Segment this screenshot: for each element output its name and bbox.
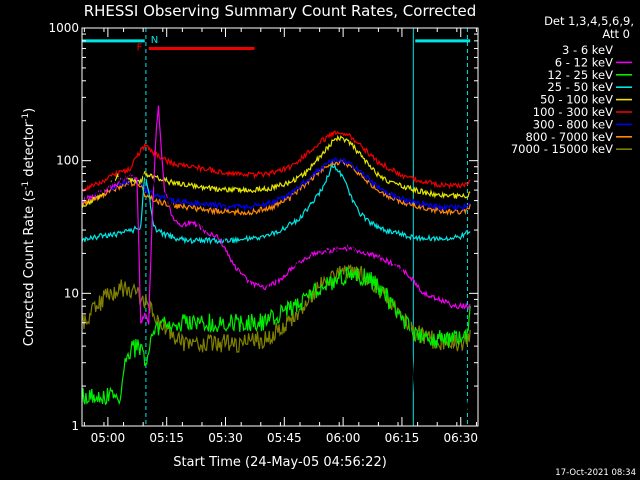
footer-timestamp: 17-Oct-2021 08:34 [555,468,636,478]
x-tick-label: 06:15 [385,431,420,445]
legend-entry-800-7000-kev: 800 - 7000 keV [525,130,613,144]
series-line-6-12-kev [81,105,471,325]
y-axis-label-mid: detector [22,121,37,181]
legend-entry-50-100-kev: 50 - 100 keV [540,93,613,107]
legend-entry-12-25-kev: 12 - 25 keV [547,68,613,82]
legend-header-attenuator: Att 0 [602,27,630,41]
attenuator-label-n: N [151,35,158,46]
x-tick-label: 05:15 [149,431,184,445]
x-tick-label: 05:00 [91,431,126,445]
legend-header-detectors: Det 1,3,4,5,6,9, [544,14,634,28]
series-line-3-6-kev [81,170,471,415]
y-tick-label: 10 [64,286,79,300]
legend-entry-100-300-kev: 100 - 300 keV [533,105,613,119]
legend-entry-6-12-kev: 6 - 12 keV [555,55,613,69]
y-tick-label: 1 [71,419,79,433]
series-line-50-100-kev [81,134,471,208]
x-tick-label: 05:30 [208,431,243,445]
y-axis-label-exp2: -1 [21,113,31,122]
chart-title: RHESSI Observing Summary Count Rates, Co… [84,2,477,20]
y-tick-label: 1000 [48,21,79,35]
series-line-7000-15000-kev [81,263,471,353]
y-axis-label-exp1: -1 [21,181,31,190]
series-line-25-50-kev [81,163,471,245]
x-axis-label: Start Time (24-May-05 04:56:22) [173,455,387,470]
x-tick-label: 06:30 [443,431,478,445]
legend-entry-300-800-kev: 300 - 800 keV [533,117,613,131]
x-tick-label: 06:00 [326,431,361,445]
series-line-300-800-kev [81,157,471,213]
x-tick-label: 05:45 [267,431,302,445]
legend-entry-7000-15000-kev: 7000 - 15000 keV [511,142,613,156]
y-axis-label-main: Corrected Count Rate (s [22,190,37,347]
series-line-100-300-kev [81,130,471,193]
y-axis-label: Corrected Count Rate (s-1 detector-1) [21,108,37,346]
legend-entry-3-6-kev: 3 - 6 keV [562,43,613,57]
legend-entry-25-50-kev: 25 - 50 keV [547,80,613,94]
y-axis-label-end: ) [22,108,37,113]
y-tick-label: 100 [56,154,79,168]
attenuator-label-f: F [137,43,143,54]
series-line-12-25-kev [81,266,471,406]
